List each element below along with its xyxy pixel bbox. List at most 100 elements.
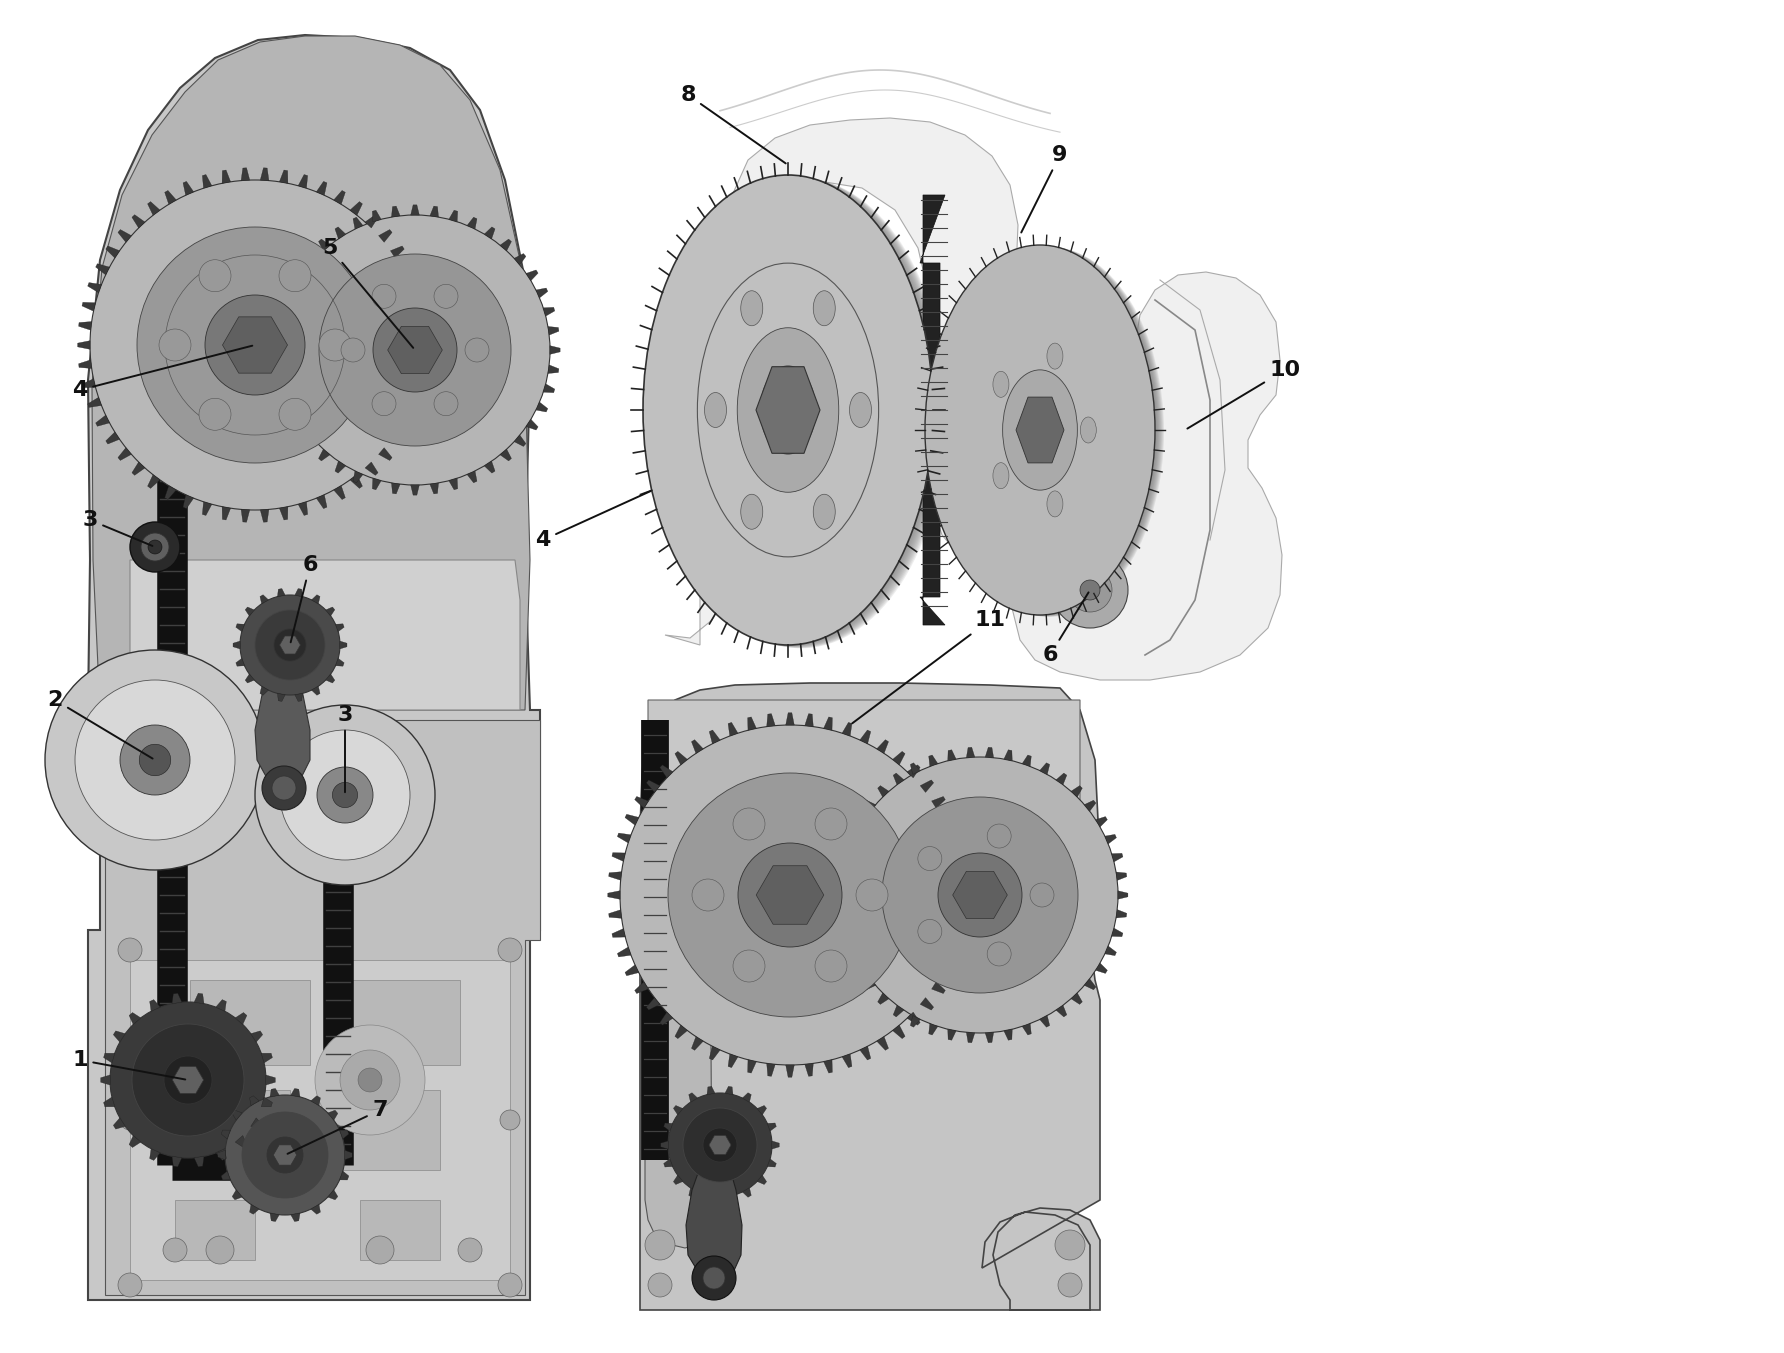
Polygon shape <box>164 486 177 499</box>
Circle shape <box>648 1273 673 1298</box>
Circle shape <box>341 338 366 363</box>
Circle shape <box>733 950 765 982</box>
Polygon shape <box>271 326 282 336</box>
Circle shape <box>341 1050 400 1109</box>
Circle shape <box>359 1068 382 1092</box>
Polygon shape <box>549 345 560 354</box>
Polygon shape <box>260 1097 273 1107</box>
Circle shape <box>500 1109 519 1130</box>
Polygon shape <box>689 1093 698 1103</box>
Polygon shape <box>339 1130 350 1139</box>
Polygon shape <box>312 595 319 603</box>
Circle shape <box>1054 1230 1085 1260</box>
Polygon shape <box>216 1149 227 1161</box>
Circle shape <box>434 284 458 308</box>
Circle shape <box>683 1108 756 1183</box>
Polygon shape <box>706 1086 715 1095</box>
Circle shape <box>498 1273 523 1298</box>
Circle shape <box>373 308 457 392</box>
Polygon shape <box>78 322 91 330</box>
Polygon shape <box>312 686 319 695</box>
Polygon shape <box>298 175 307 188</box>
Polygon shape <box>232 1111 243 1120</box>
Circle shape <box>75 681 235 840</box>
Polygon shape <box>291 1088 300 1097</box>
Circle shape <box>1079 580 1101 599</box>
Circle shape <box>987 824 1012 848</box>
Polygon shape <box>674 1026 687 1039</box>
Circle shape <box>739 843 842 947</box>
Polygon shape <box>103 1097 114 1107</box>
Polygon shape <box>837 854 849 862</box>
Ellipse shape <box>933 246 1163 617</box>
Circle shape <box>278 398 310 430</box>
Polygon shape <box>635 982 648 993</box>
Ellipse shape <box>849 392 872 428</box>
Polygon shape <box>294 693 303 701</box>
Polygon shape <box>293 419 303 430</box>
Ellipse shape <box>657 179 946 648</box>
Polygon shape <box>640 683 1101 1310</box>
Polygon shape <box>728 723 739 736</box>
Polygon shape <box>319 449 330 461</box>
Polygon shape <box>833 873 844 881</box>
Circle shape <box>917 847 942 870</box>
Polygon shape <box>985 747 994 758</box>
Polygon shape <box>954 852 969 862</box>
Polygon shape <box>608 909 621 919</box>
Polygon shape <box>767 714 776 727</box>
Circle shape <box>733 808 765 840</box>
Ellipse shape <box>705 392 726 428</box>
Circle shape <box>316 1026 425 1135</box>
Polygon shape <box>221 1172 230 1180</box>
Polygon shape <box>1004 1030 1012 1040</box>
Polygon shape <box>260 595 268 603</box>
Ellipse shape <box>1047 344 1063 369</box>
Polygon shape <box>689 1188 698 1197</box>
Polygon shape <box>339 1172 350 1180</box>
Polygon shape <box>954 928 969 938</box>
Circle shape <box>319 254 510 446</box>
Circle shape <box>205 295 305 395</box>
Polygon shape <box>1040 1016 1049 1027</box>
Polygon shape <box>241 168 250 180</box>
Circle shape <box>373 392 396 415</box>
Polygon shape <box>805 714 814 727</box>
Circle shape <box>881 797 1078 993</box>
Polygon shape <box>673 1105 683 1115</box>
Text: 7: 7 <box>287 1100 387 1154</box>
Polygon shape <box>906 1012 921 1026</box>
Polygon shape <box>235 1135 246 1147</box>
Polygon shape <box>410 484 419 495</box>
Ellipse shape <box>928 245 1158 616</box>
Polygon shape <box>148 475 161 488</box>
Polygon shape <box>894 773 904 785</box>
Polygon shape <box>409 398 423 407</box>
Polygon shape <box>78 360 91 368</box>
Polygon shape <box>310 1096 321 1105</box>
Polygon shape <box>906 764 921 778</box>
Polygon shape <box>339 641 346 649</box>
Polygon shape <box>853 817 865 827</box>
Circle shape <box>200 260 230 292</box>
Polygon shape <box>350 475 362 488</box>
Polygon shape <box>269 345 280 354</box>
Polygon shape <box>674 751 687 764</box>
Polygon shape <box>673 1176 683 1184</box>
Polygon shape <box>328 1111 337 1120</box>
Polygon shape <box>316 495 326 509</box>
Ellipse shape <box>646 176 937 645</box>
Ellipse shape <box>924 245 1154 616</box>
Polygon shape <box>1095 963 1108 973</box>
Polygon shape <box>260 686 268 695</box>
Ellipse shape <box>935 246 1163 617</box>
Polygon shape <box>280 636 300 653</box>
Bar <box>191 980 310 1065</box>
Polygon shape <box>291 1214 300 1222</box>
Text: 5: 5 <box>323 238 414 348</box>
Polygon shape <box>660 1141 669 1149</box>
Polygon shape <box>148 202 161 215</box>
Circle shape <box>243 1112 328 1197</box>
Polygon shape <box>960 890 972 900</box>
Polygon shape <box>931 982 946 993</box>
